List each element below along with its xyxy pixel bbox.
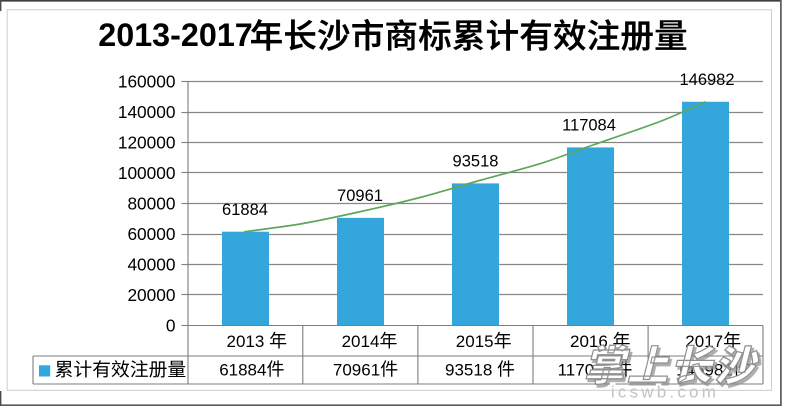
svg-text:93518: 93518 bbox=[453, 153, 499, 171]
svg-text:146982: 146982 bbox=[679, 71, 734, 89]
svg-text:40000: 40000 bbox=[127, 254, 175, 274]
svg-text:120000: 120000 bbox=[118, 132, 176, 152]
svg-text:2013: 2013 bbox=[227, 332, 265, 351]
svg-text:93518: 93518 bbox=[445, 360, 492, 379]
svg-text:0: 0 bbox=[166, 315, 176, 335]
svg-text:2015: 2015 bbox=[456, 332, 494, 351]
svg-text:61884: 61884 bbox=[222, 201, 268, 219]
svg-text:2017: 2017 bbox=[685, 332, 723, 351]
svg-text:20000: 20000 bbox=[127, 285, 175, 305]
svg-text:70961: 70961 bbox=[333, 360, 380, 379]
svg-text:117084: 117084 bbox=[562, 117, 616, 135]
svg-text:2014: 2014 bbox=[342, 332, 380, 351]
svg-text:2013-2017: 2013-2017 bbox=[98, 17, 252, 53]
svg-text:icswb.com: icswb.com bbox=[611, 383, 719, 402]
svg-text:icswb.com: icswb.com bbox=[611, 383, 719, 402]
svg-text:100000: 100000 bbox=[118, 163, 176, 183]
svg-text:70961: 70961 bbox=[337, 187, 383, 205]
svg-text:160000: 160000 bbox=[118, 71, 176, 91]
svg-text:140000: 140000 bbox=[118, 102, 176, 122]
svg-text:61884: 61884 bbox=[219, 360, 266, 379]
svg-text:60000: 60000 bbox=[127, 224, 175, 244]
svg-text:80000: 80000 bbox=[127, 193, 175, 213]
